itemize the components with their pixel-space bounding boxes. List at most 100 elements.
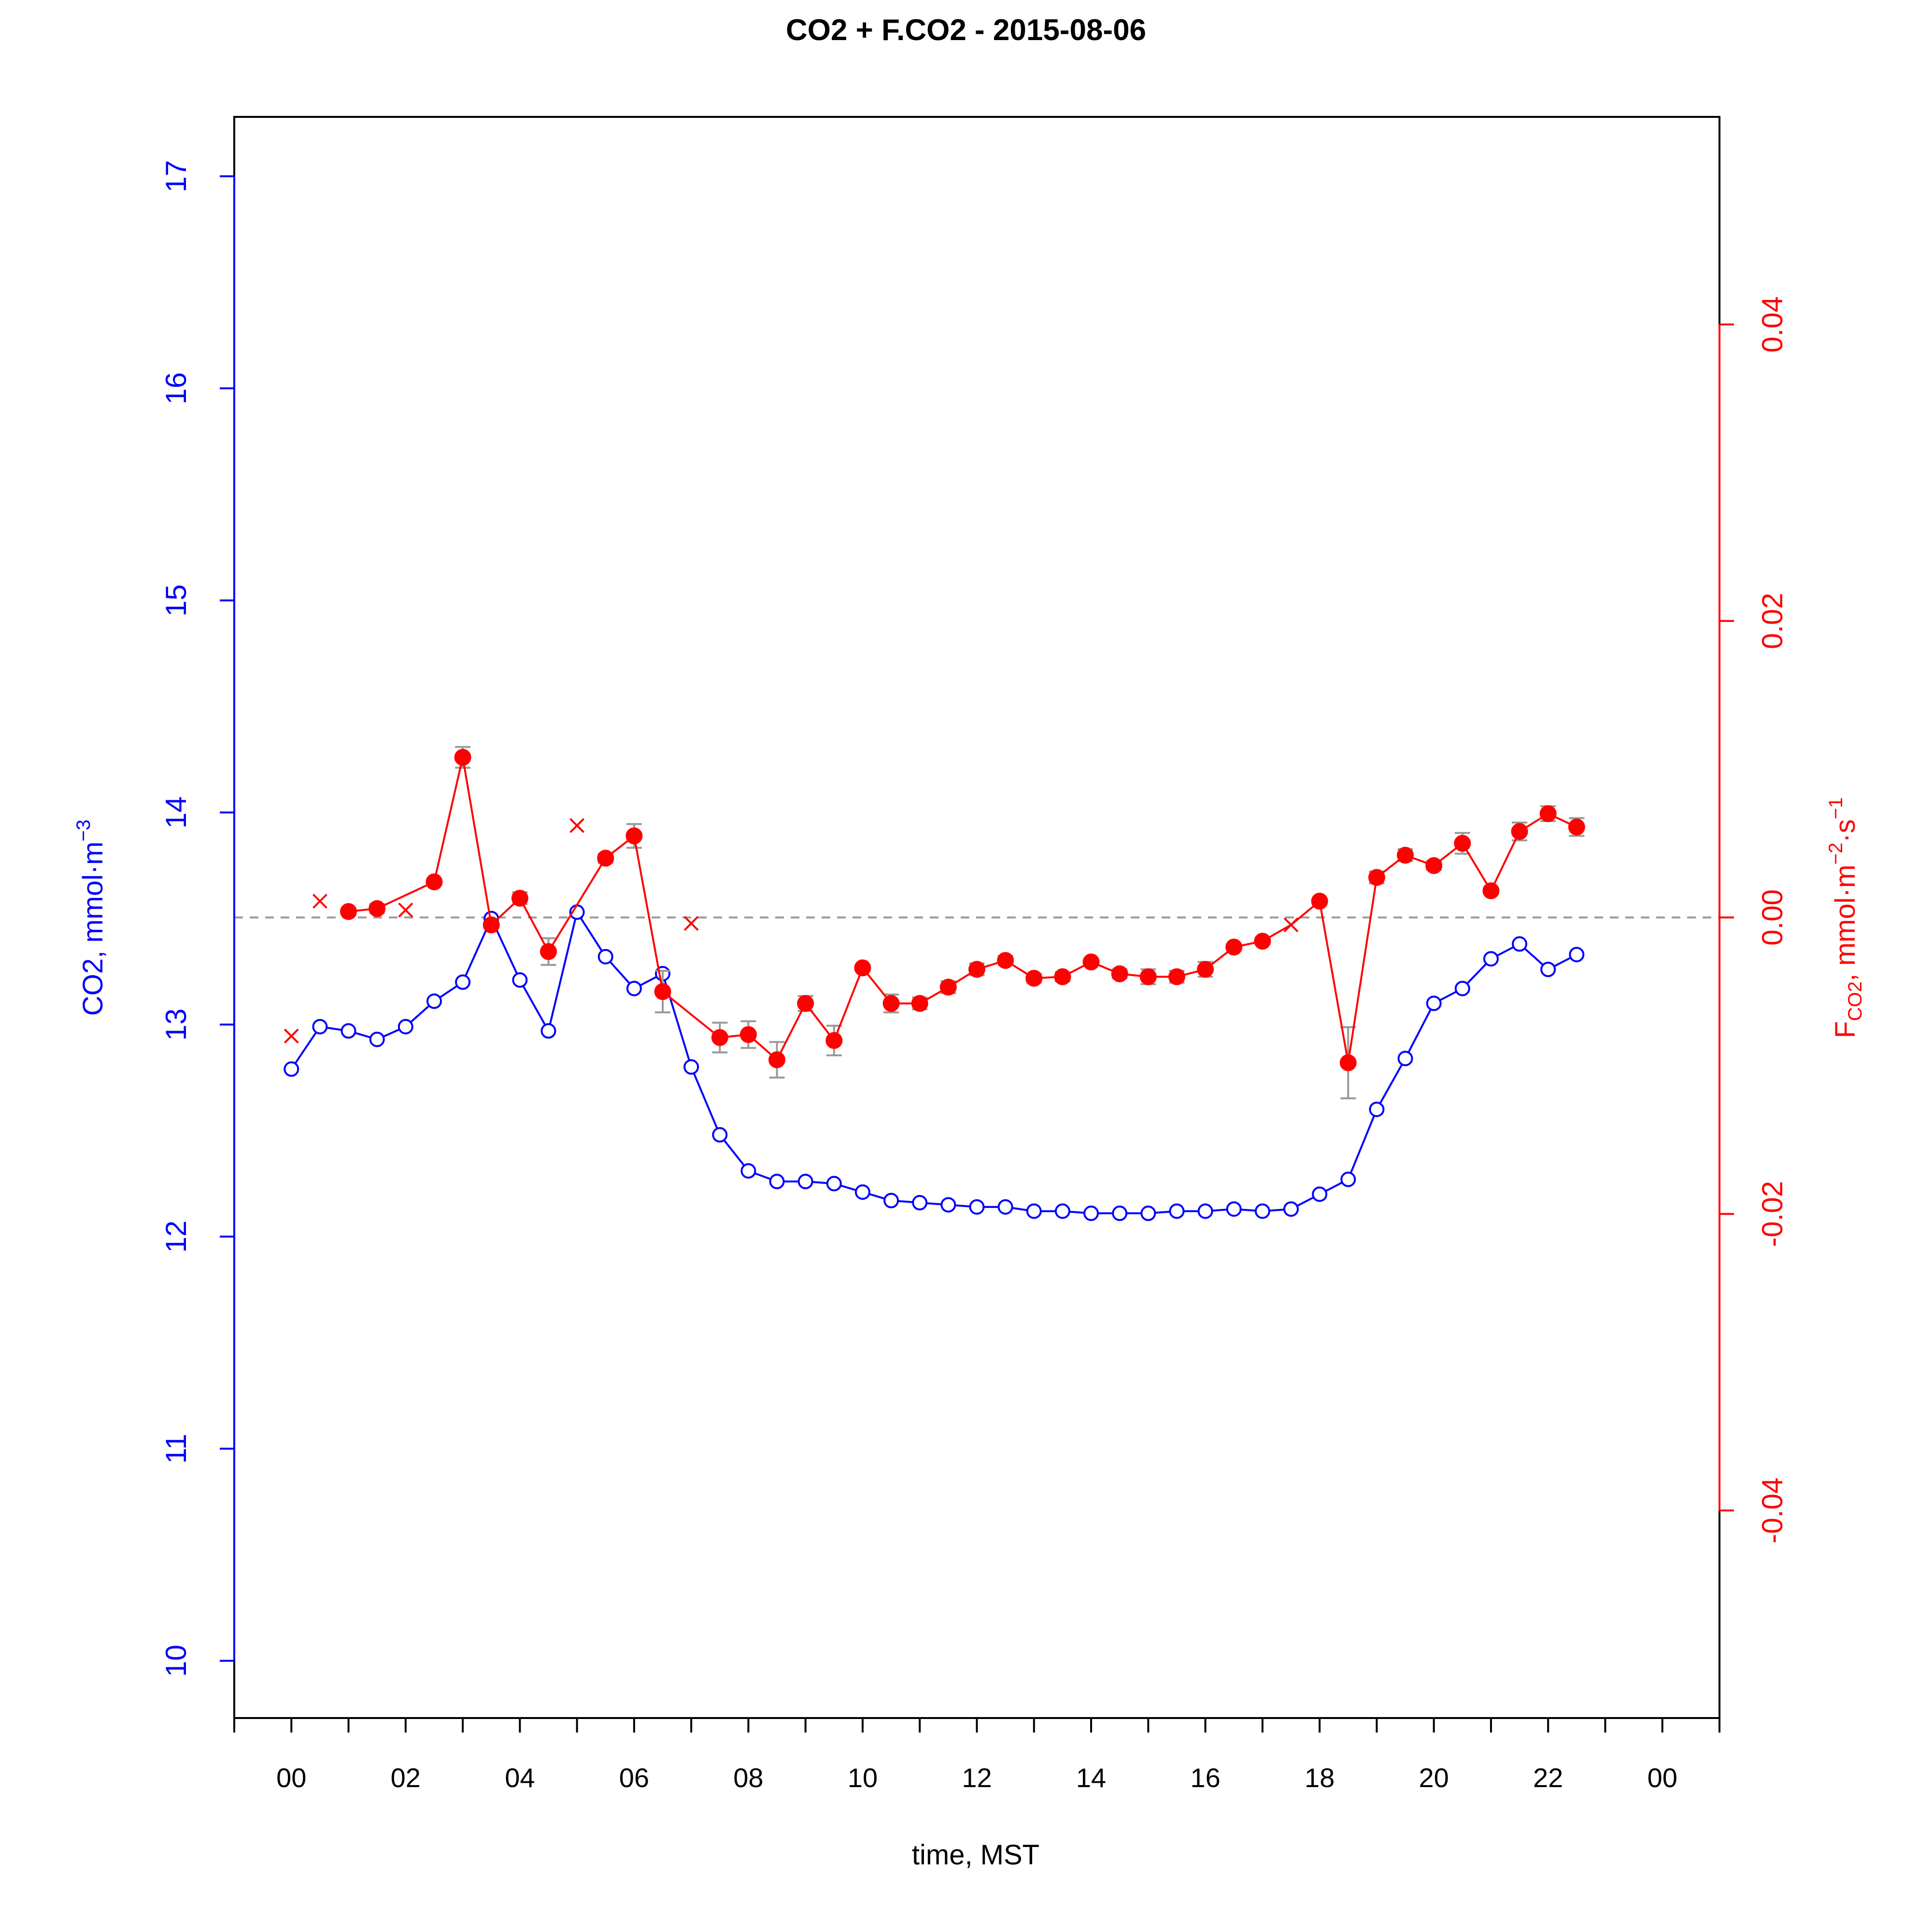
x-tick-label: 10 (848, 1762, 878, 1793)
flux-point (1339, 1054, 1357, 1071)
x-tick-label: 18 (1305, 1762, 1335, 1793)
x-tick-label: 16 (1190, 1762, 1220, 1793)
flux-point (369, 900, 386, 917)
flux-flagged-point (398, 902, 413, 918)
co2-point (1540, 962, 1556, 978)
flux-point (854, 959, 871, 977)
right-y-axis-label-mid: , mmol·m (1830, 865, 1861, 981)
co2-point (683, 1059, 699, 1075)
co2-point (540, 1023, 556, 1039)
x-tick-label: 00 (1648, 1762, 1677, 1793)
co2-point (1140, 1206, 1156, 1222)
right-y-axis-label: FCO2, mmol·m−2·s−1 (1825, 797, 1866, 1038)
x-tick-label: 08 (733, 1762, 763, 1793)
chart-title: CO2 + F.CO2 - 2015-08-06 (786, 14, 1146, 47)
flux-flagged-point (1283, 917, 1299, 933)
flux-line (348, 757, 1577, 1063)
x-tick-label: 14 (1076, 1762, 1106, 1793)
x-tick-label: 20 (1419, 1762, 1449, 1793)
co2-point (940, 1197, 956, 1213)
co2-point (1026, 1203, 1042, 1219)
right-y-axis-label-f: F (1830, 1021, 1861, 1038)
co2-point (341, 1023, 356, 1039)
right-y-axis-label-sup1: −2 (1825, 843, 1847, 865)
flux-point (1568, 818, 1585, 836)
flux-point (1482, 882, 1500, 899)
flux-point (797, 995, 814, 1012)
left-tick-label: 10 (160, 1645, 192, 1677)
flux-point (1454, 835, 1471, 852)
co2-point (369, 1031, 385, 1047)
flux-point (511, 890, 528, 907)
flux-point (597, 850, 614, 867)
x-tick-label: 04 (505, 1762, 535, 1793)
flux-point (1082, 953, 1100, 971)
co2-point (969, 1199, 985, 1215)
flux-point (1025, 969, 1043, 987)
flux-point (825, 1032, 843, 1049)
right-tick-label: 0.04 (1756, 296, 1789, 353)
x-tick-label: 02 (391, 1762, 421, 1793)
flux-point (540, 943, 557, 960)
co2-line (290, 909, 1577, 1215)
flux-point (1197, 961, 1214, 978)
flux-flagged-point (569, 818, 585, 833)
co2-point (1169, 1203, 1185, 1219)
flux-point (911, 995, 928, 1012)
co2-point (1397, 1051, 1413, 1066)
right-y-axis-label-sub: CO2 (1845, 981, 1866, 1021)
co2-point (398, 1019, 413, 1035)
right-y-axis-label-dot: ·s (1830, 819, 1861, 842)
flux-point (968, 961, 985, 978)
left-tick-label: 16 (160, 372, 192, 405)
x-axis: 00 02 04 06 08 10 12 14 16 18 20 22 00 (233, 1718, 1720, 1793)
right-tick-label: -0.02 (1756, 1181, 1789, 1247)
flux-series (284, 746, 1585, 1099)
x-tick-label: 06 (619, 1762, 649, 1793)
co2-point (1083, 1206, 1099, 1222)
flux-point (1368, 869, 1385, 886)
co2-point (1112, 1206, 1128, 1222)
co2-point (1340, 1171, 1356, 1187)
left-tick-label: 14 (160, 796, 192, 829)
right-y-axis-label-sup2: −1 (1825, 797, 1847, 820)
co2-point (826, 1176, 842, 1192)
flux-point (882, 995, 900, 1012)
flux-point (1054, 968, 1071, 985)
left-y-axis-label-main: CO2, mmol·m (77, 841, 109, 1016)
co2-point (997, 1199, 1013, 1215)
co2-point (455, 974, 471, 990)
co2-point (1054, 1203, 1070, 1219)
flux-point (483, 916, 500, 934)
left-y-axis-label-sup: −3 (73, 820, 94, 842)
left-y-axis-label: CO2, mmol·m−3 (73, 820, 109, 1016)
co2-point (1483, 951, 1499, 967)
flux-point (711, 1029, 728, 1046)
flux-point (1225, 938, 1243, 956)
left-tick-label: 11 (160, 1434, 192, 1463)
right-tick-label: -0.04 (1756, 1477, 1789, 1544)
right-tick-label: 0.02 (1756, 593, 1789, 649)
co2-point (912, 1195, 928, 1211)
flux-point (1139, 968, 1157, 985)
flux-point (1511, 823, 1528, 840)
co2-point (284, 1061, 299, 1077)
flux-point (1425, 857, 1443, 874)
flux-point (654, 983, 671, 1000)
co2-point (740, 1163, 756, 1179)
flux-flagged-point (312, 894, 327, 909)
x-tick-label: 12 (962, 1762, 992, 1793)
left-tick-label: 17 (160, 160, 192, 193)
flux-flagged-point (284, 1028, 299, 1044)
co2-point (1454, 980, 1470, 996)
flux-flagged-point (683, 916, 699, 931)
left-tick-label: 13 (160, 1009, 192, 1041)
left-tick-label: 12 (160, 1221, 192, 1253)
co2-point (312, 1019, 328, 1035)
flux-point (1311, 893, 1328, 910)
x-tick-label: 00 (276, 1762, 306, 1793)
co2-point (769, 1174, 785, 1190)
co2-point (1512, 936, 1528, 952)
co2-point (1312, 1186, 1328, 1202)
